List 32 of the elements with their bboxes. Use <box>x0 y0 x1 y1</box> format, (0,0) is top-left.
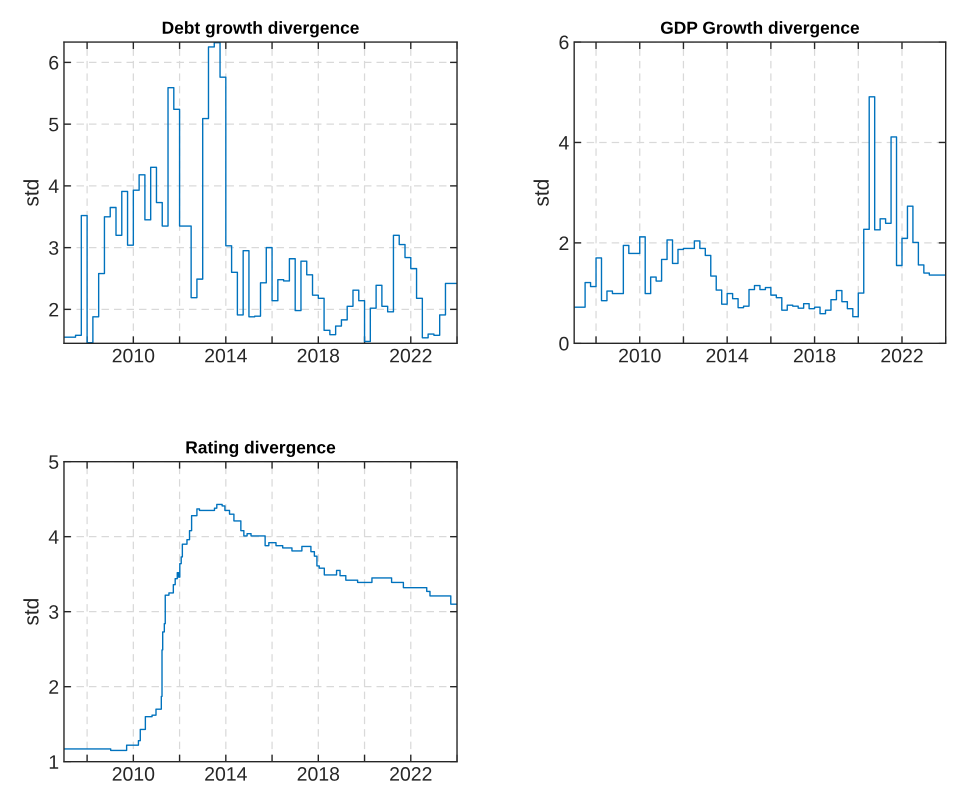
y-tick-label: 0 <box>559 336 569 351</box>
x-tick-label: 2022 <box>390 767 432 781</box>
chart-title: GDP Growth divergence <box>660 21 860 38</box>
y-tick-label: 3 <box>49 241 58 255</box>
x-tick-label: 2022 <box>390 348 432 362</box>
y-axis-title: std <box>534 180 549 206</box>
x-tick-label: 2018 <box>794 348 836 362</box>
y-tick-label: 5 <box>49 118 58 132</box>
chart-title: Debt growth divergence <box>162 21 359 38</box>
y-tick-label: 2 <box>49 680 58 694</box>
chart-title: Rating divergence <box>186 440 336 458</box>
y-tick-label: 2 <box>559 236 568 250</box>
x-tick-label: 2014 <box>205 348 247 362</box>
y-tick-label: 5 <box>49 455 58 469</box>
y-tick-label: 6 <box>49 56 58 70</box>
x-tick-label: 2018 <box>298 348 340 362</box>
y-tick-label: 4 <box>48 530 59 544</box>
x-tick-label: 2018 <box>298 767 340 781</box>
x-tick-label: 2022 <box>881 348 923 362</box>
y-tick-label: 2 <box>49 302 58 316</box>
y-tick-label: 3 <box>49 605 58 619</box>
y-tick-label: 1 <box>50 755 58 769</box>
x-tick-label: 2014 <box>205 767 247 781</box>
y-axis-title: std <box>23 180 39 206</box>
y-tick-label: 6 <box>559 35 568 50</box>
y-tick-label: 4 <box>48 180 59 193</box>
x-tick-label: 2010 <box>112 348 154 362</box>
x-tick-label: 2010 <box>619 348 661 362</box>
x-tick-label: 2014 <box>706 348 748 362</box>
y-axis-title: std <box>23 599 39 625</box>
x-tick-label: 2010 <box>112 767 154 781</box>
y-tick-label: 4 <box>558 136 569 150</box>
